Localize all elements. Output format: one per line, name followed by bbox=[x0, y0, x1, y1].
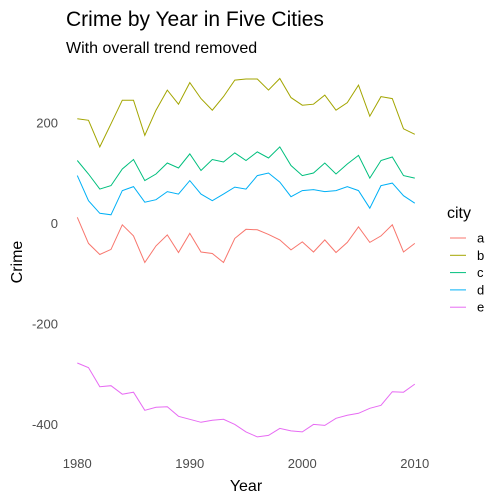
legend-label-e: e bbox=[477, 300, 484, 315]
y-tick-label: -400 bbox=[32, 417, 58, 432]
plot-area bbox=[76, 77, 416, 438]
legend-title: city bbox=[447, 205, 471, 222]
x-tick-label: 2010 bbox=[400, 456, 429, 471]
x-tick-label: 2000 bbox=[288, 456, 317, 471]
series-line-b bbox=[77, 77, 416, 149]
legend-label-a: a bbox=[477, 231, 485, 246]
series-line-e bbox=[77, 362, 416, 438]
x-axis-title: Year bbox=[230, 478, 263, 495]
series-line-a bbox=[76, 217, 416, 264]
y-axis-ticks: -400 -200 0 200 bbox=[32, 115, 58, 432]
chart-subtitle: With overall trend removed bbox=[66, 40, 257, 57]
y-tick-label: 200 bbox=[36, 115, 58, 130]
series-line-d bbox=[76, 172, 416, 216]
y-axis-title: Crime bbox=[9, 241, 26, 284]
x-axis-ticks: 1980 1990 2000 2010 bbox=[63, 456, 429, 471]
series-line-c bbox=[76, 146, 415, 190]
legend-label-c: c bbox=[477, 265, 484, 280]
legend-label-d: d bbox=[477, 282, 484, 297]
x-tick-label: 1990 bbox=[175, 456, 204, 471]
legend-label-b: b bbox=[477, 248, 484, 263]
y-tick-label: -200 bbox=[32, 316, 58, 331]
chart-title: Crime by Year in Five Cities bbox=[66, 8, 324, 31]
x-tick-label: 1980 bbox=[63, 456, 92, 471]
y-tick-label: 0 bbox=[51, 216, 58, 231]
